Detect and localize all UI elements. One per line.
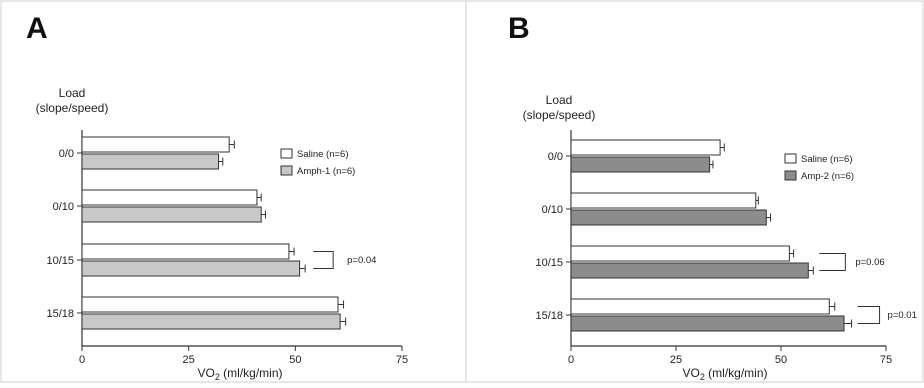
- bar-15-18-s0: [81, 296, 339, 313]
- x-tick-label: 75: [396, 354, 408, 366]
- x-tick-label: 50: [289, 354, 301, 366]
- p-value-label: p=0.06: [855, 257, 884, 268]
- significance-bracket: [857, 306, 881, 324]
- category-label: 15/18: [46, 308, 74, 320]
- category-label: 0/10: [542, 204, 563, 216]
- x-axis-title: VO2 (ml/kg/min): [682, 366, 767, 382]
- p-value-label: p=0.04: [347, 255, 376, 266]
- bar-10-15-s0: [570, 245, 790, 262]
- legend-swatch: [280, 165, 293, 176]
- bar-15-18-s1: [570, 315, 845, 332]
- x-tick-label: 50: [775, 354, 787, 366]
- legend-label: Amp-2 (n=6): [801, 171, 854, 182]
- category-label: 0/10: [53, 201, 74, 213]
- y-axis-title-line-1: Load: [546, 93, 573, 107]
- bar-0-10-s1: [570, 209, 767, 226]
- bar-0-0-s1: [81, 153, 220, 170]
- legend-label: Saline (n=6): [297, 149, 349, 160]
- y-axis-title-line-1: Load: [59, 86, 86, 100]
- y-axis-title-line-2: (slope/speed): [523, 108, 596, 122]
- category-label: 10/15: [46, 255, 74, 267]
- significance-bracket: [819, 253, 846, 271]
- panel-letter: B: [508, 12, 530, 45]
- bar-0-10-s0: [570, 192, 757, 209]
- x-tick-label: 75: [880, 354, 892, 366]
- bar-10-15-s0: [81, 243, 290, 260]
- panel-letter: A: [26, 12, 48, 45]
- legend-swatch: [784, 170, 797, 181]
- category-label: 10/15: [535, 257, 563, 269]
- category-label: 0/0: [548, 151, 563, 163]
- bar-0-10-s0: [81, 189, 258, 206]
- category-label: 0/0: [59, 148, 74, 160]
- x-tick-label: 25: [670, 354, 682, 366]
- bar-0-0-s0: [570, 139, 721, 156]
- legend-swatch: [280, 148, 293, 159]
- x-tick-label: 25: [183, 354, 195, 366]
- bar-0-10-s1: [81, 206, 262, 223]
- x-tick-label: 0: [568, 354, 574, 366]
- bar-10-15-s1: [570, 262, 809, 279]
- bar-15-18-s0: [570, 298, 830, 315]
- bar-10-15-s1: [81, 260, 301, 277]
- category-label: 15/18: [535, 310, 563, 322]
- bar-15-18-s1: [81, 313, 341, 330]
- p-value-label: p=0.01: [888, 310, 917, 321]
- panel-B: B Load(slope/speed) 0 25 50 75 VO2 (ml/kg/min)…: [508, 12, 917, 382]
- legend-swatch: [784, 153, 797, 164]
- bar-0-0-s0: [81, 136, 230, 153]
- legend-label: Saline (n=6): [801, 154, 853, 165]
- bar-0-0-s1: [570, 156, 711, 173]
- y-axis-title-line-2: (slope/speed): [36, 101, 109, 115]
- x-tick-label: 0: [79, 354, 85, 366]
- significance-bracket: [313, 251, 334, 269]
- legend-label: Amph-1 (n=6): [297, 166, 355, 177]
- x-axis-title: VO2 (ml/kg/min): [197, 366, 282, 382]
- panel-A: A Load(slope/speed) 0 25 50 75 VO2 (ml/kg/min)…: [26, 12, 408, 382]
